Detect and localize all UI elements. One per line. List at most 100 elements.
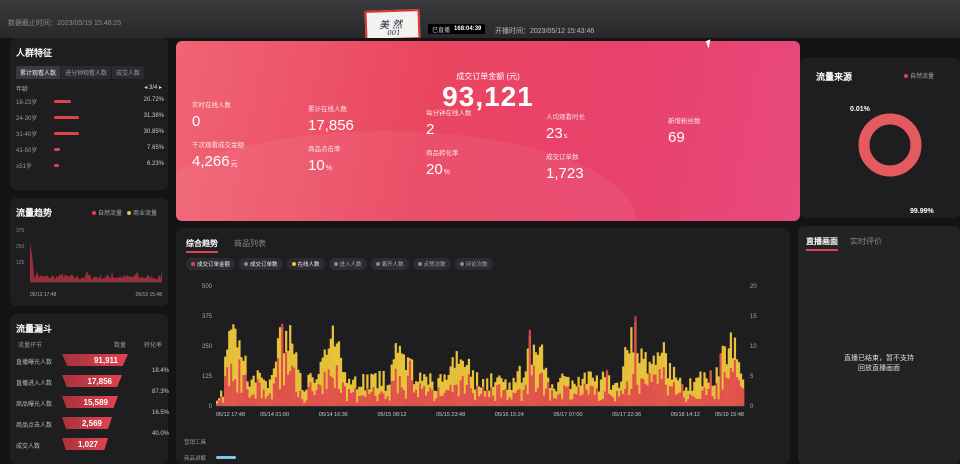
order-amount-bar	[280, 323, 284, 406]
order-amount-bar	[337, 388, 341, 406]
order-amount-bar	[396, 393, 399, 406]
order-amount-bar	[536, 387, 540, 406]
funnel-label: 商品点击人数	[16, 423, 53, 429]
order-amount-bar	[461, 376, 464, 406]
order-amount-bar	[565, 386, 568, 406]
metric-chip[interactable]: 在线人数	[286, 258, 325, 270]
online-bar	[283, 353, 286, 406]
online-bar	[451, 357, 454, 406]
order-amount-bar	[285, 351, 288, 406]
tab-live-comments[interactable]: 实时评价	[850, 237, 882, 246]
order-amount-bar	[496, 385, 499, 406]
metric-label: 商品转化率	[426, 150, 459, 157]
order-amount-bar	[595, 388, 598, 406]
online-bar	[356, 389, 359, 406]
online-bar	[477, 386, 481, 406]
online-bar	[374, 373, 377, 406]
metric-number: 20	[426, 161, 443, 178]
age-row: 18-23岁 20.72%	[16, 96, 164, 106]
online-bar	[463, 366, 466, 406]
online-bar	[303, 391, 306, 406]
tool-explain: 商品讲解	[184, 456, 207, 462]
online-bar	[638, 363, 641, 406]
tab-product-list[interactable]: 商品列表	[234, 239, 266, 248]
order-amount-bar	[412, 392, 416, 406]
order-amount-bar	[656, 383, 659, 406]
order-amount-bar	[581, 394, 584, 406]
online-bar	[727, 348, 730, 406]
order-amount-bar	[435, 398, 438, 406]
crowd-pager[interactable]: ◂ 3/4 ▸	[144, 85, 162, 91]
order-amount-bar	[679, 392, 682, 406]
live-ended-message: 直播已结束，暂不支持 回放直播画面	[844, 355, 914, 372]
online-bar	[664, 353, 668, 406]
online-bar	[278, 327, 282, 406]
order-amount-bar	[518, 389, 521, 406]
trend-legend: 自然流量 商业流量	[92, 208, 157, 217]
funnel-rate: 87.3%	[152, 389, 170, 395]
order-amount-bar	[252, 394, 255, 406]
chip-dot-icon	[191, 262, 195, 266]
online-bar	[473, 389, 477, 406]
traffic-funnel-panel: 流量漏斗 流量环节 数量 转化率 直播曝光人数 91,911 直播进入人数 17,85…	[10, 314, 170, 464]
order-amount-bar	[453, 385, 456, 406]
x-tick-label: 05/15 23:48	[436, 412, 465, 418]
online-bar	[295, 352, 298, 406]
metric-chip[interactable]: 评论次数	[454, 258, 493, 270]
order-amount-bar	[658, 369, 661, 406]
metric-chip[interactable]: 成交订单数	[239, 258, 283, 270]
order-amount-bar	[311, 391, 314, 406]
metric-chip[interactable]: 离开人数	[370, 258, 409, 270]
metric-chip[interactable]: 进入人数	[328, 258, 367, 270]
order-amount-bar	[410, 380, 414, 406]
crowd-tab-deal[interactable]: 成交人数	[112, 66, 145, 79]
tab-overall-trend[interactable]: 综合趋势	[186, 238, 218, 253]
online-bar	[636, 353, 639, 406]
order-amount-bar	[662, 367, 665, 406]
online-bar	[471, 370, 475, 406]
funnel-label: 成交人数	[16, 444, 41, 450]
order-amount-bar	[577, 386, 580, 406]
online-bar	[433, 390, 436, 406]
order-amount-bar	[360, 395, 363, 406]
traffic-trend-title: 流量趋势	[16, 208, 53, 218]
online-bar	[534, 352, 538, 406]
online-bar	[313, 382, 316, 406]
order-amount-bar	[431, 390, 434, 406]
online-bar	[386, 385, 389, 406]
source-small-pct: 0.01%	[850, 106, 870, 113]
order-amount-bar	[272, 383, 276, 406]
funnel-row: 商品曝光人数 15,589	[16, 396, 166, 410]
order-amount-bar	[605, 369, 609, 406]
order-amount-bar	[512, 392, 515, 406]
metric-value: 20%	[426, 161, 459, 178]
order-amount-bar	[719, 354, 722, 406]
metric-number: 10	[308, 157, 325, 174]
chip-label: 在线人数	[297, 262, 320, 268]
metric-unit: s	[563, 133, 568, 140]
age-bar	[54, 148, 61, 151]
order-amount-bar	[380, 391, 383, 406]
funnel-row: 直播进入人数 17,856	[16, 375, 166, 389]
age-pct: 30.85%	[143, 129, 164, 135]
hero-metric: 商品点击率 10%	[308, 143, 341, 174]
crowd-tab-total[interactable]: 累计观看人数	[16, 66, 61, 79]
metric-chip[interactable]: 成交订单金额	[186, 258, 236, 270]
y2-tick-label: 0	[750, 404, 754, 410]
order-amount-bar	[484, 396, 487, 406]
crowd-tab-minute[interactable]: 进分钟观看人数	[61, 66, 112, 79]
tab-live-view[interactable]: 直播画面	[806, 236, 838, 251]
order-amount-bar	[666, 395, 670, 406]
online-bar	[382, 370, 385, 406]
order-amount-bar	[315, 390, 318, 406]
legend-natural: 自然流量	[92, 208, 122, 217]
x-tick-label: 05/17 22:36	[612, 412, 641, 418]
online-bar	[252, 375, 255, 406]
order-amount-bar	[404, 398, 408, 406]
order-amount-bar	[242, 375, 245, 406]
order-amount-bar	[524, 384, 527, 406]
online-bar	[248, 386, 251, 406]
order-amount-bar	[445, 389, 448, 406]
metric-chip[interactable]: 点赞次数	[412, 258, 451, 270]
online-bar	[676, 380, 680, 406]
